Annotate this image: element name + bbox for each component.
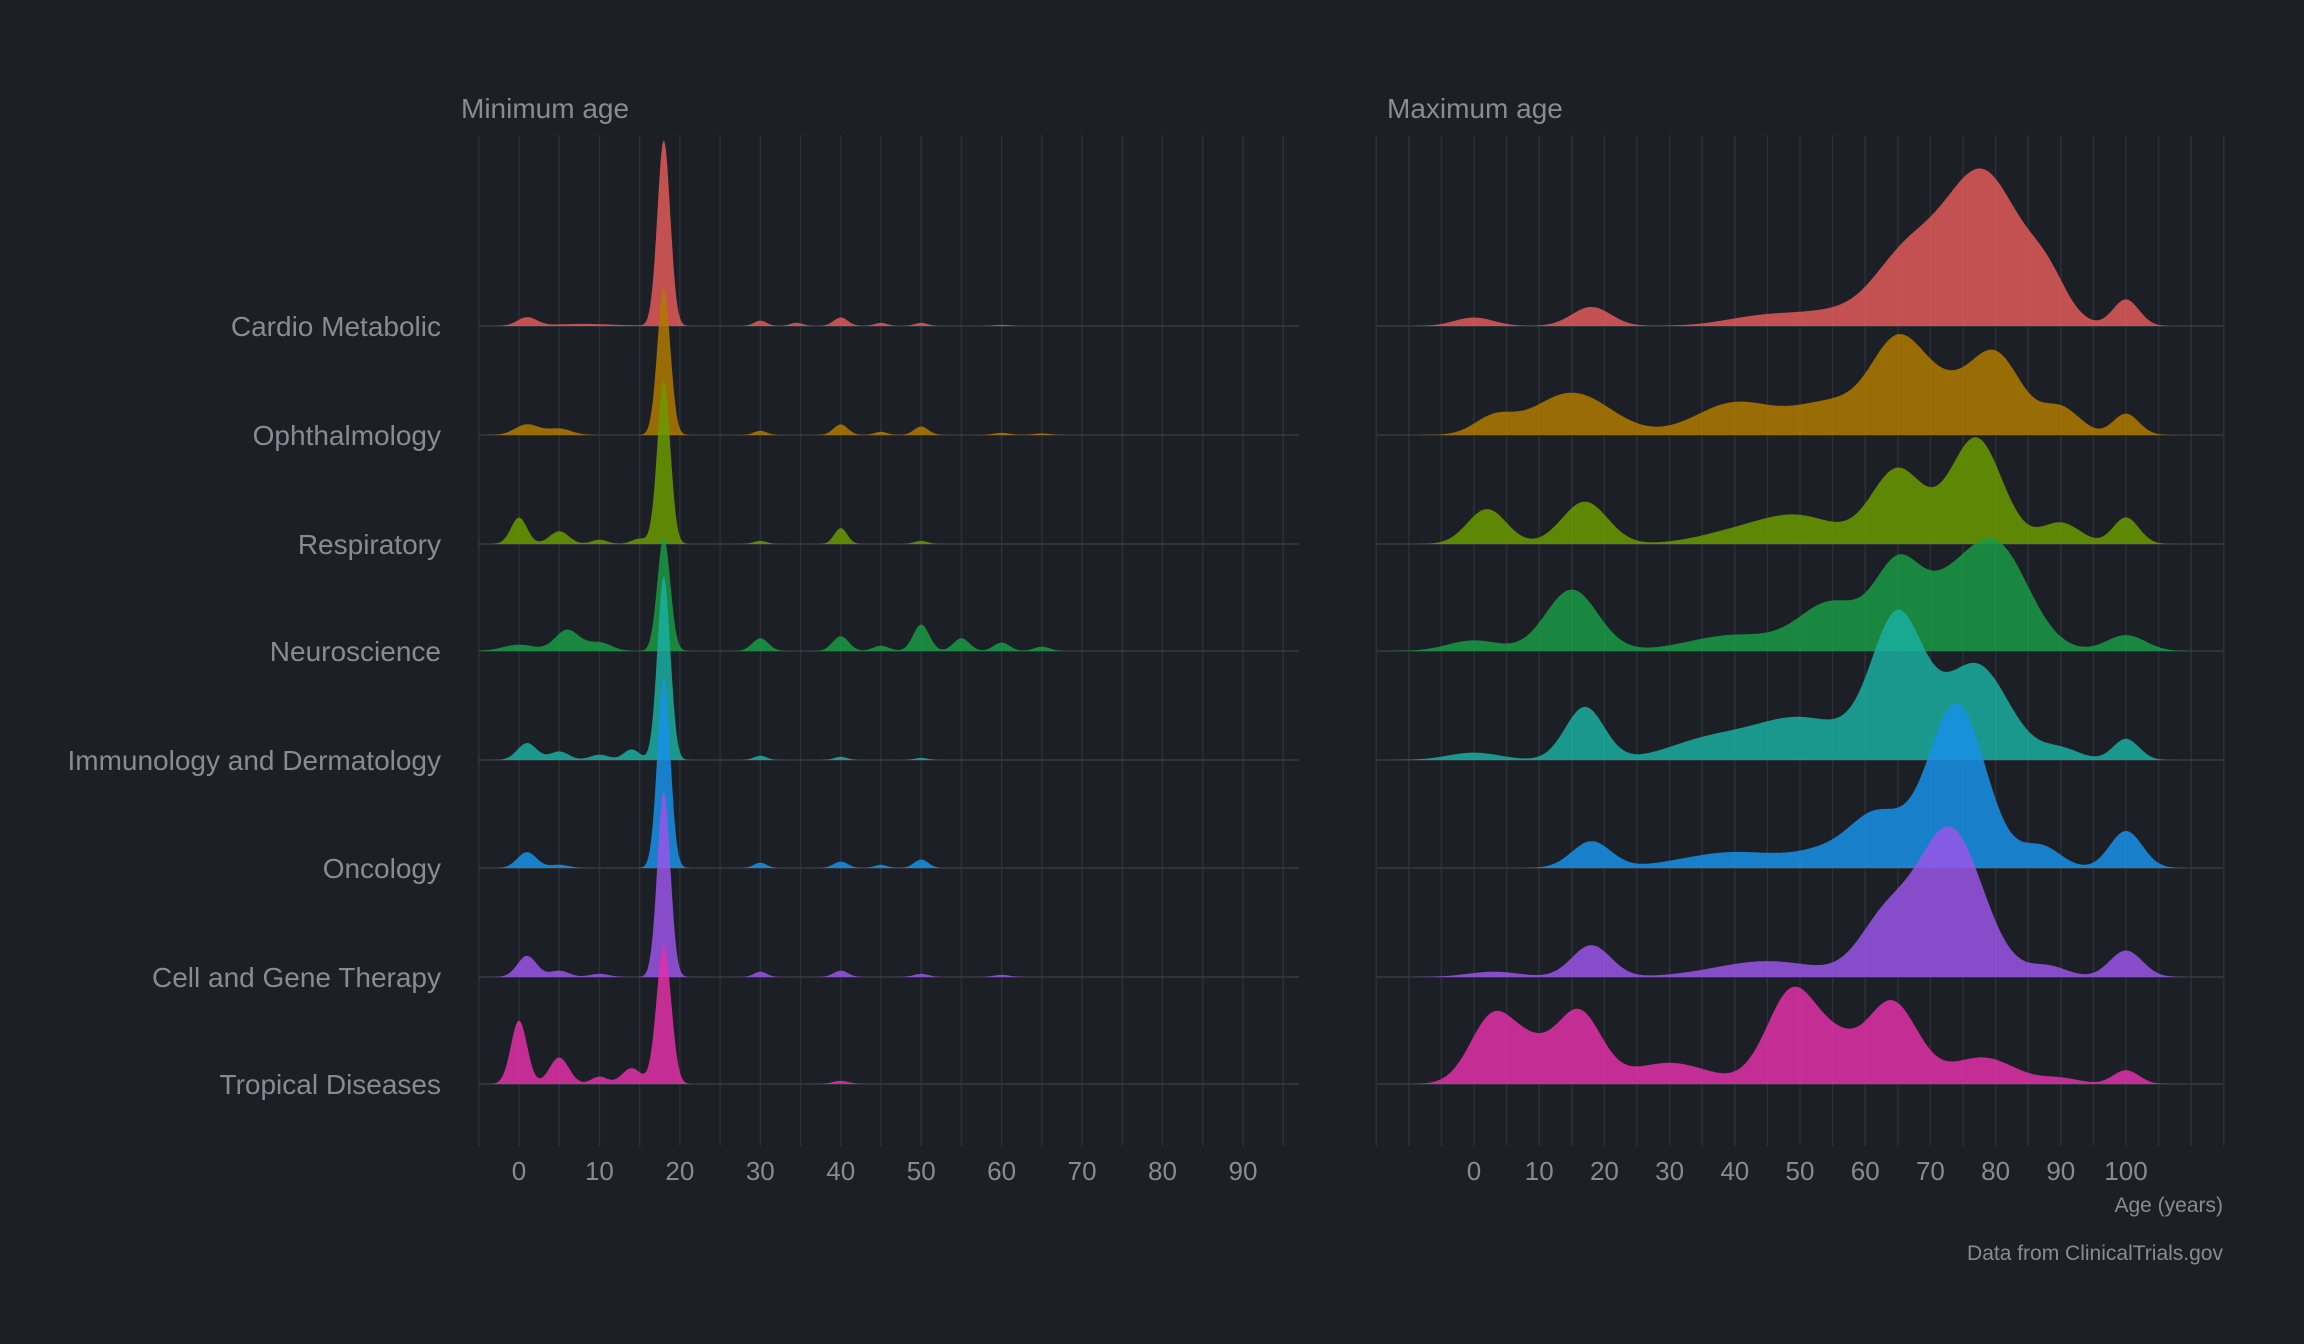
ridge-tropical-diseases-min [479, 944, 1299, 1084]
ridge-immunology-and-dermatology-max [1377, 609, 2223, 760]
x-tick-label: 10 [585, 1156, 614, 1186]
ridge-neuroscience-max [1377, 538, 2223, 651]
x-tick-label: 50 [907, 1156, 936, 1186]
category-label: Cell and Gene Therapy [152, 962, 441, 993]
x-tick-label: 20 [665, 1156, 694, 1186]
x-tick-label: 50 [1786, 1156, 1815, 1186]
x-tick-label: 70 [1916, 1156, 1945, 1186]
x-tick-label: 40 [826, 1156, 855, 1186]
panel-title-minimum-age: Minimum age [461, 93, 629, 124]
category-label: Cardio Metabolic [231, 311, 441, 342]
x-tick-label: 70 [1068, 1156, 1097, 1186]
x-tick-label: 30 [746, 1156, 775, 1186]
ridges [479, 139, 2223, 1084]
panel-title-maximum-age: Maximum age [1387, 93, 1563, 124]
x-tick-label: 0 [512, 1156, 526, 1186]
category-label: Oncology [323, 853, 441, 884]
x-tick-label: 30 [1655, 1156, 1684, 1186]
category-label: Respiratory [298, 529, 441, 560]
x-tick-label: 60 [1851, 1156, 1880, 1186]
ridge-cardio-metabolic-max [1377, 168, 2223, 326]
category-label: Immunology and Dermatology [67, 745, 441, 776]
ridge-oncology-max [1377, 703, 2223, 868]
x-tick-label: 80 [1148, 1156, 1177, 1186]
x-tick-label: 40 [1720, 1156, 1749, 1186]
ridge-tropical-diseases-max [1377, 986, 2223, 1084]
ridge-respiratory-max [1377, 437, 2223, 544]
ridge-ophthalmology-max [1377, 334, 2223, 435]
caption: Data from ClinicalTrials.gov [1967, 1242, 2223, 1265]
x-tick-label: 10 [1525, 1156, 1554, 1186]
category-label: Neuroscience [270, 636, 441, 667]
x-tick-label: 80 [1981, 1156, 2010, 1186]
category-label: Tropical Diseases [220, 1069, 441, 1100]
category-labels: Cardio Metabolic Ophthalmology Respirato… [67, 311, 441, 1100]
x-tick-label: 100 [2104, 1156, 2147, 1186]
x-axis-label: Age (years) [2114, 1194, 2223, 1217]
ridge-neuroscience-min [479, 536, 1299, 651]
x-tick-label: 0 [1467, 1156, 1481, 1186]
ridge-cell-and-gene-therapy-max [1377, 826, 2223, 977]
x-tick-label: 60 [987, 1156, 1016, 1186]
tick-labels: 0 10 20 30 40 50 60 70 80 90 0 10 20 30 40 50 60 70 80 90 10… [512, 1156, 2148, 1186]
x-tick-label: 90 [2046, 1156, 2075, 1186]
x-tick-label: 20 [1590, 1156, 1619, 1186]
category-label: Ophthalmology [253, 420, 441, 451]
x-tick-label: 90 [1228, 1156, 1257, 1186]
